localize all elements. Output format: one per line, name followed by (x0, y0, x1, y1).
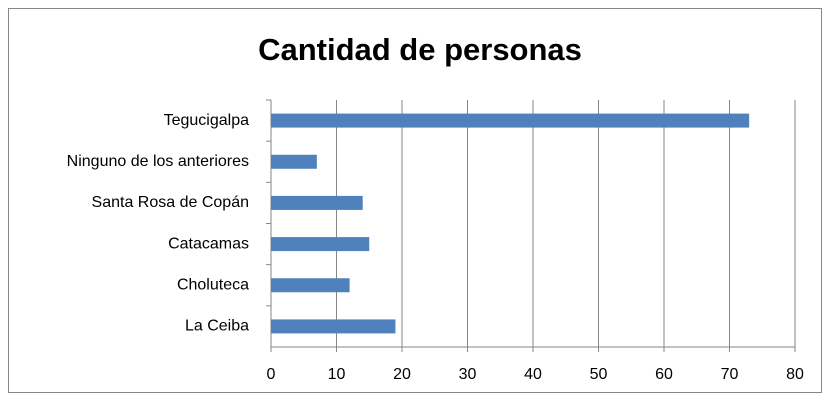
y-tick-label: La Ceiba (185, 318, 249, 335)
bar (271, 154, 317, 169)
y-tick-label: Santa Rosa de Copán (92, 194, 249, 211)
y-tick-label: Choluteca (177, 276, 249, 293)
x-tick-label: 70 (721, 366, 739, 383)
x-tick-label: 30 (459, 366, 477, 383)
x-tick-label: 50 (590, 366, 608, 383)
bar (271, 237, 370, 252)
bar (271, 195, 363, 210)
x-tick-label: 80 (786, 366, 804, 383)
x-tick-label: 20 (393, 366, 411, 383)
bar (271, 319, 396, 334)
y-tick-label: Catacamas (168, 235, 249, 252)
chart-border (8, 8, 822, 393)
bar (271, 113, 750, 128)
y-tick-label: Tegucigalpa (164, 112, 250, 129)
chart-title: Cantidad de personas (258, 32, 582, 67)
x-tick-label: 60 (655, 366, 673, 383)
x-tick-label: 10 (328, 366, 346, 383)
x-tick-label: 0 (267, 366, 276, 383)
x-tick-label: 40 (524, 366, 542, 383)
bar (271, 278, 350, 293)
y-tick-label: Ninguno de los anteriores (67, 153, 249, 170)
